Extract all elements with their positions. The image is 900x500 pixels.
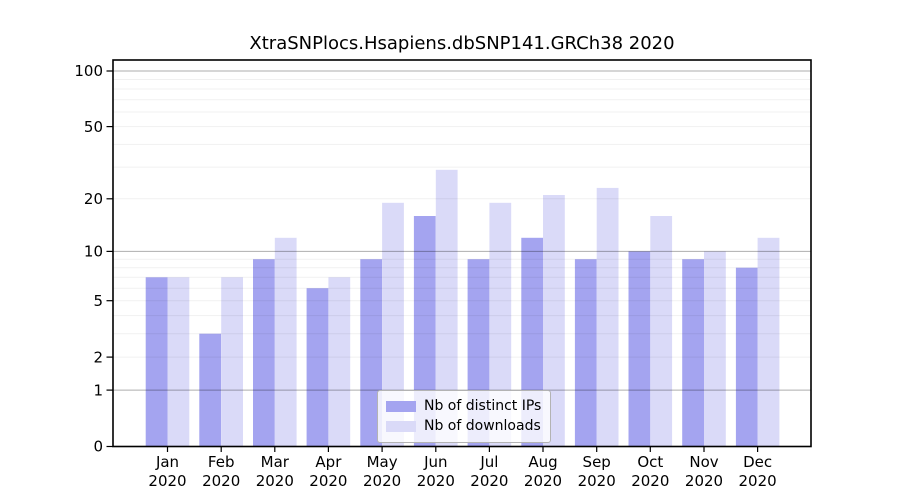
y-tick-label: 0	[93, 438, 103, 456]
bar-ips-oct	[628, 251, 651, 447]
y-tick-label: 1	[93, 381, 103, 399]
x-tick-label-month: Apr	[315, 453, 342, 471]
bar-downloads-may	[382, 202, 404, 447]
bar-downloads-oct	[650, 216, 673, 447]
bar-ips-mar	[253, 259, 275, 447]
legend-label-distinct-ips: Nb of distinct IPs	[424, 398, 542, 414]
x-tick-label-year: 2020	[148, 472, 186, 490]
x-tick-label-month: Nov	[689, 453, 718, 471]
bar-ips-feb	[199, 333, 222, 447]
y-tick-label: 2	[93, 348, 103, 366]
x-tick-label-year: 2020	[363, 472, 401, 490]
bar-downloads-mar	[274, 237, 297, 447]
bar-downloads-sep	[596, 187, 619, 447]
x-tick-label-year: 2020	[417, 472, 455, 490]
y-tick-label: 50	[84, 118, 103, 136]
bar-downloads-jul	[489, 202, 512, 447]
x-tick-label-year: 2020	[256, 472, 294, 490]
plot-frame	[112, 59, 812, 448]
bar-ips-nov	[682, 259, 704, 447]
bar-downloads-feb	[221, 277, 243, 447]
y-tick-label: 100	[74, 62, 103, 80]
x-tick-label-month: Oct	[637, 453, 663, 471]
bar-downloads-dec	[757, 237, 780, 447]
bar-downloads-jan	[167, 277, 190, 447]
bar-downloads-aug	[543, 195, 565, 447]
x-tick-label-year: 2020	[309, 472, 347, 490]
x-tick-label-month: May	[367, 453, 398, 471]
bar-downloads-nov	[704, 251, 726, 447]
bar-downloads-apr	[328, 277, 351, 447]
x-tick-label-month: Jan	[155, 453, 179, 471]
bar-ips-sep	[574, 259, 597, 447]
x-tick-label-month: Jun	[423, 453, 447, 471]
y-tick-label: 10	[84, 243, 103, 261]
legend-label-downloads: Nb of downloads	[424, 418, 541, 434]
x-tick-label-year: 2020	[739, 472, 777, 490]
x-tick-label-month: Mar	[261, 453, 290, 471]
x-tick-label-year: 2020	[524, 472, 562, 490]
bar-ips-may	[360, 259, 383, 447]
bar-downloads-jun	[435, 169, 458, 447]
x-tick-label-month: Aug	[528, 453, 557, 471]
x-tick-label-year: 2020	[470, 472, 508, 490]
bar-ips-dec	[735, 267, 758, 447]
x-tick-label-month: Jul	[479, 453, 498, 471]
bar-ips-apr	[306, 288, 329, 447]
legend: Nb of distinct IPs Nb of downloads	[377, 390, 552, 443]
x-tick-label-year: 2020	[685, 472, 723, 490]
legend-swatch-distinct-ips	[386, 400, 416, 412]
bar-ips-jun	[413, 216, 436, 447]
chart-title: XtraSNPlocs.Hsapiens.dbSNP141.GRCh38 202…	[249, 33, 675, 54]
legend-item-downloads: Nb of downloads	[386, 416, 541, 436]
legend-item-distinct-ips: Nb of distinct IPs	[386, 396, 541, 416]
x-tick-label-year: 2020	[202, 472, 240, 490]
y-tick-label: 5	[93, 292, 103, 310]
y-tick-label: 20	[84, 190, 103, 208]
bar-ips-jan	[145, 277, 168, 447]
x-tick-label-month: Sep	[583, 453, 611, 471]
x-tick-label-month: Feb	[208, 453, 235, 471]
x-tick-label-month: Dec	[743, 453, 772, 471]
x-tick-label-year: 2020	[631, 472, 669, 490]
legend-swatch-downloads	[386, 420, 416, 432]
x-tick-label-year: 2020	[578, 472, 616, 490]
